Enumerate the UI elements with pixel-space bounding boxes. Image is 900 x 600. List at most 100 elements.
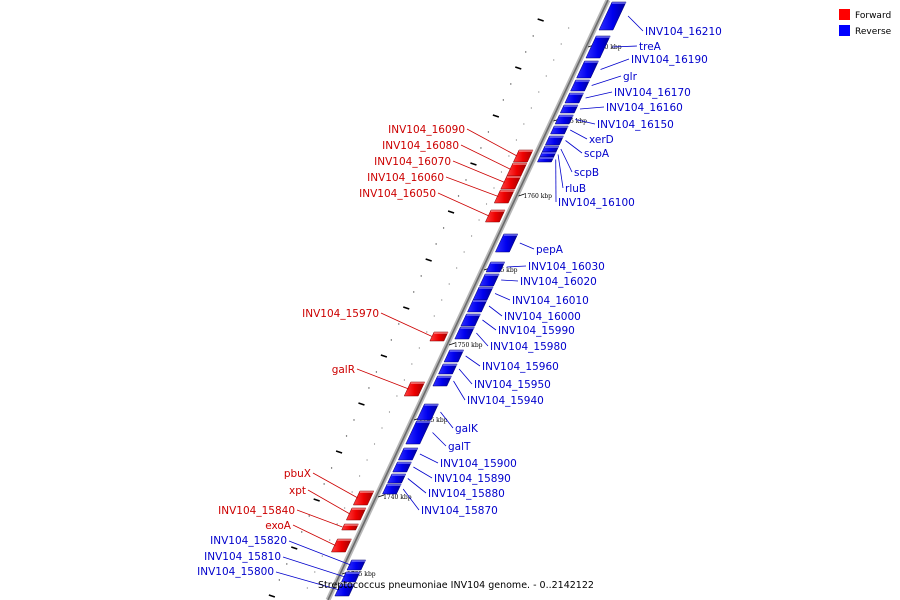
gene-label-inv104-15970[interactable]: INV104_15970 bbox=[302, 308, 379, 320]
gene-label-inv104-16070[interactable]: INV104_16070 bbox=[374, 156, 451, 168]
gene-leader-line bbox=[585, 91, 613, 99]
gene-label-glr[interactable]: glr bbox=[623, 71, 638, 83]
gene-inv104-15960[interactable] bbox=[443, 349, 465, 363]
gene-label-inv104-15960[interactable]: INV104_15960 bbox=[482, 361, 559, 373]
gene-inv104-16160[interactable] bbox=[559, 104, 579, 114]
gene-label-inv104-16170[interactable]: INV104_16170 bbox=[614, 87, 691, 99]
gene-label-inv104-15950[interactable]: INV104_15950 bbox=[474, 379, 551, 391]
gene-inv104-16070[interactable] bbox=[500, 175, 522, 190]
gene-label-inv104-15810[interactable]: INV104_15810 bbox=[204, 551, 281, 563]
gene-inv104-15980[interactable] bbox=[454, 326, 475, 340]
gene-galr[interactable] bbox=[403, 381, 426, 397]
gene-label-exoa[interactable]: exoA bbox=[265, 520, 292, 532]
scale-tick bbox=[425, 258, 432, 262]
gene-label-inv104-15900[interactable]: INV104_15900 bbox=[440, 458, 517, 470]
gene-xpt[interactable] bbox=[345, 507, 367, 521]
gene-label-xpt[interactable]: xpt bbox=[289, 485, 306, 497]
gene-inv104-16170[interactable] bbox=[564, 92, 584, 104]
gene-rlub[interactable] bbox=[539, 151, 557, 158]
gene-label-inv104-16150[interactable]: INV104_16150 bbox=[597, 119, 674, 131]
gene-leader-line bbox=[445, 176, 499, 197]
gene-label-rlub[interactable]: rluB bbox=[565, 183, 586, 195]
gene-label-inv104-15820[interactable]: INV104_15820 bbox=[210, 535, 287, 547]
gene-label-inv104-16020[interactable]: INV104_16020 bbox=[520, 276, 597, 288]
gene-pepa[interactable] bbox=[495, 233, 519, 253]
gene-label-inv104-16030[interactable]: INV104_16030 bbox=[528, 261, 605, 273]
gene-label-inv104-16210[interactable]: INV104_16210 bbox=[645, 26, 722, 38]
gene-label-pepa[interactable]: pepA bbox=[536, 244, 564, 256]
gene-inv104-15950[interactable] bbox=[438, 363, 458, 375]
gene-scpb[interactable] bbox=[541, 145, 560, 153]
gene-leader-line bbox=[437, 192, 490, 217]
gene-label-inv104-16080[interactable]: INV104_16080 bbox=[382, 140, 459, 152]
gene-label-trea[interactable]: treA bbox=[639, 41, 662, 53]
gene-label-inv104-15990[interactable]: INV104_15990 bbox=[498, 325, 575, 337]
gene-inv104-16210[interactable] bbox=[598, 1, 627, 31]
gene-label-galk[interactable]: galK bbox=[455, 423, 479, 435]
scale-dot bbox=[510, 83, 512, 85]
gene-label-xerd[interactable]: xerD bbox=[589, 134, 614, 146]
gene-inv104-16150[interactable] bbox=[554, 114, 574, 125]
kbp-tick bbox=[377, 494, 385, 498]
gene-inv104-15820[interactable] bbox=[346, 559, 367, 571]
kbp-label: 1770 kbp bbox=[593, 44, 622, 51]
gene-label-scpa[interactable]: scpA bbox=[584, 148, 610, 160]
gene-leader-line bbox=[506, 265, 527, 268]
gene-inv104-15990[interactable] bbox=[460, 313, 481, 327]
gene-label-galt[interactable]: galT bbox=[448, 441, 471, 453]
scale-dot bbox=[344, 507, 346, 509]
gene-label-inv104-15890[interactable]: INV104_15890 bbox=[434, 473, 511, 485]
gene-exoa[interactable] bbox=[331, 538, 352, 553]
gene-label-inv104-16010[interactable]: INV104_16010 bbox=[512, 295, 589, 307]
gene-label-inv104-16050[interactable]: INV104_16050 bbox=[359, 188, 436, 200]
gene-inv104-15940[interactable] bbox=[432, 375, 452, 387]
gene-inv104-16060[interactable] bbox=[493, 189, 515, 204]
scale-tick bbox=[380, 354, 388, 358]
gene-inv104-15890[interactable] bbox=[392, 461, 412, 473]
gene-label-inv104-16160[interactable]: INV104_16160 bbox=[606, 102, 683, 114]
gene-label-inv104-15880[interactable]: INV104_15880 bbox=[428, 488, 505, 500]
gene-label-inv104-15870[interactable]: INV104_15870 bbox=[421, 505, 498, 517]
gene-label-inv104-15800[interactable]: INV104_15800 bbox=[197, 566, 274, 578]
scale-dot bbox=[426, 331, 428, 333]
gene-label-inv104-15940[interactable]: INV104_15940 bbox=[467, 395, 544, 407]
gene-inv104-16080[interactable] bbox=[506, 162, 528, 177]
scale-dot bbox=[471, 235, 473, 237]
gene-trea[interactable] bbox=[585, 35, 611, 59]
gene-inv104-16090[interactable] bbox=[513, 149, 534, 163]
gene-inv104-16010[interactable] bbox=[472, 286, 494, 301]
gene-galk[interactable] bbox=[416, 403, 439, 421]
gene-inv104-16000[interactable] bbox=[467, 299, 488, 313]
gene-inv104-15970[interactable] bbox=[429, 331, 449, 342]
gene-label-inv104-16060[interactable]: INV104_16060 bbox=[367, 172, 444, 184]
gene-pbux[interactable] bbox=[352, 490, 375, 506]
gene-label-scpb[interactable]: scpB bbox=[574, 167, 599, 179]
gene-inv104-15840[interactable] bbox=[341, 523, 359, 531]
kbp-label: 1745 kbp bbox=[419, 417, 448, 424]
gene-label-inv104-16000[interactable]: INV104_16000 bbox=[504, 311, 581, 323]
gene-label-inv104-16090[interactable]: INV104_16090 bbox=[388, 124, 465, 136]
gene-label-inv104-15840[interactable]: INV104_15840 bbox=[218, 505, 295, 517]
gene-label-inv104-16100[interactable]: INV104_16100 bbox=[558, 197, 635, 209]
gene-inv104-16050[interactable] bbox=[485, 209, 506, 223]
gene-inv104-16190[interactable] bbox=[576, 60, 599, 79]
gene-inv104-15880[interactable] bbox=[387, 473, 407, 484]
gene-inv104-16100[interactable] bbox=[537, 156, 555, 163]
scale-dot bbox=[493, 187, 495, 189]
gene-xerd[interactable] bbox=[550, 125, 569, 135]
gene-label-pbux[interactable]: pbuX bbox=[284, 468, 311, 480]
gene-label-galr[interactable]: galR bbox=[332, 364, 355, 376]
gene-inv104-15900[interactable] bbox=[397, 447, 419, 461]
gene-label-inv104-16190[interactable]: INV104_16190 bbox=[631, 54, 708, 66]
gene-inv104-16030[interactable] bbox=[485, 261, 506, 273]
gene-glr[interactable] bbox=[570, 79, 591, 92]
scale-dot bbox=[525, 51, 527, 53]
gene-inv104-16020[interactable] bbox=[479, 273, 500, 287]
gene-scpa[interactable] bbox=[544, 135, 564, 146]
gene-inv104-15800[interactable] bbox=[334, 583, 355, 597]
gene-label-inv104-15980[interactable]: INV104_15980 bbox=[490, 341, 567, 353]
scale-dot bbox=[323, 483, 325, 485]
gene-inv104-15870[interactable] bbox=[382, 483, 402, 495]
gene-galt[interactable] bbox=[405, 420, 431, 445]
gene-inv104-15810[interactable] bbox=[341, 571, 361, 583]
